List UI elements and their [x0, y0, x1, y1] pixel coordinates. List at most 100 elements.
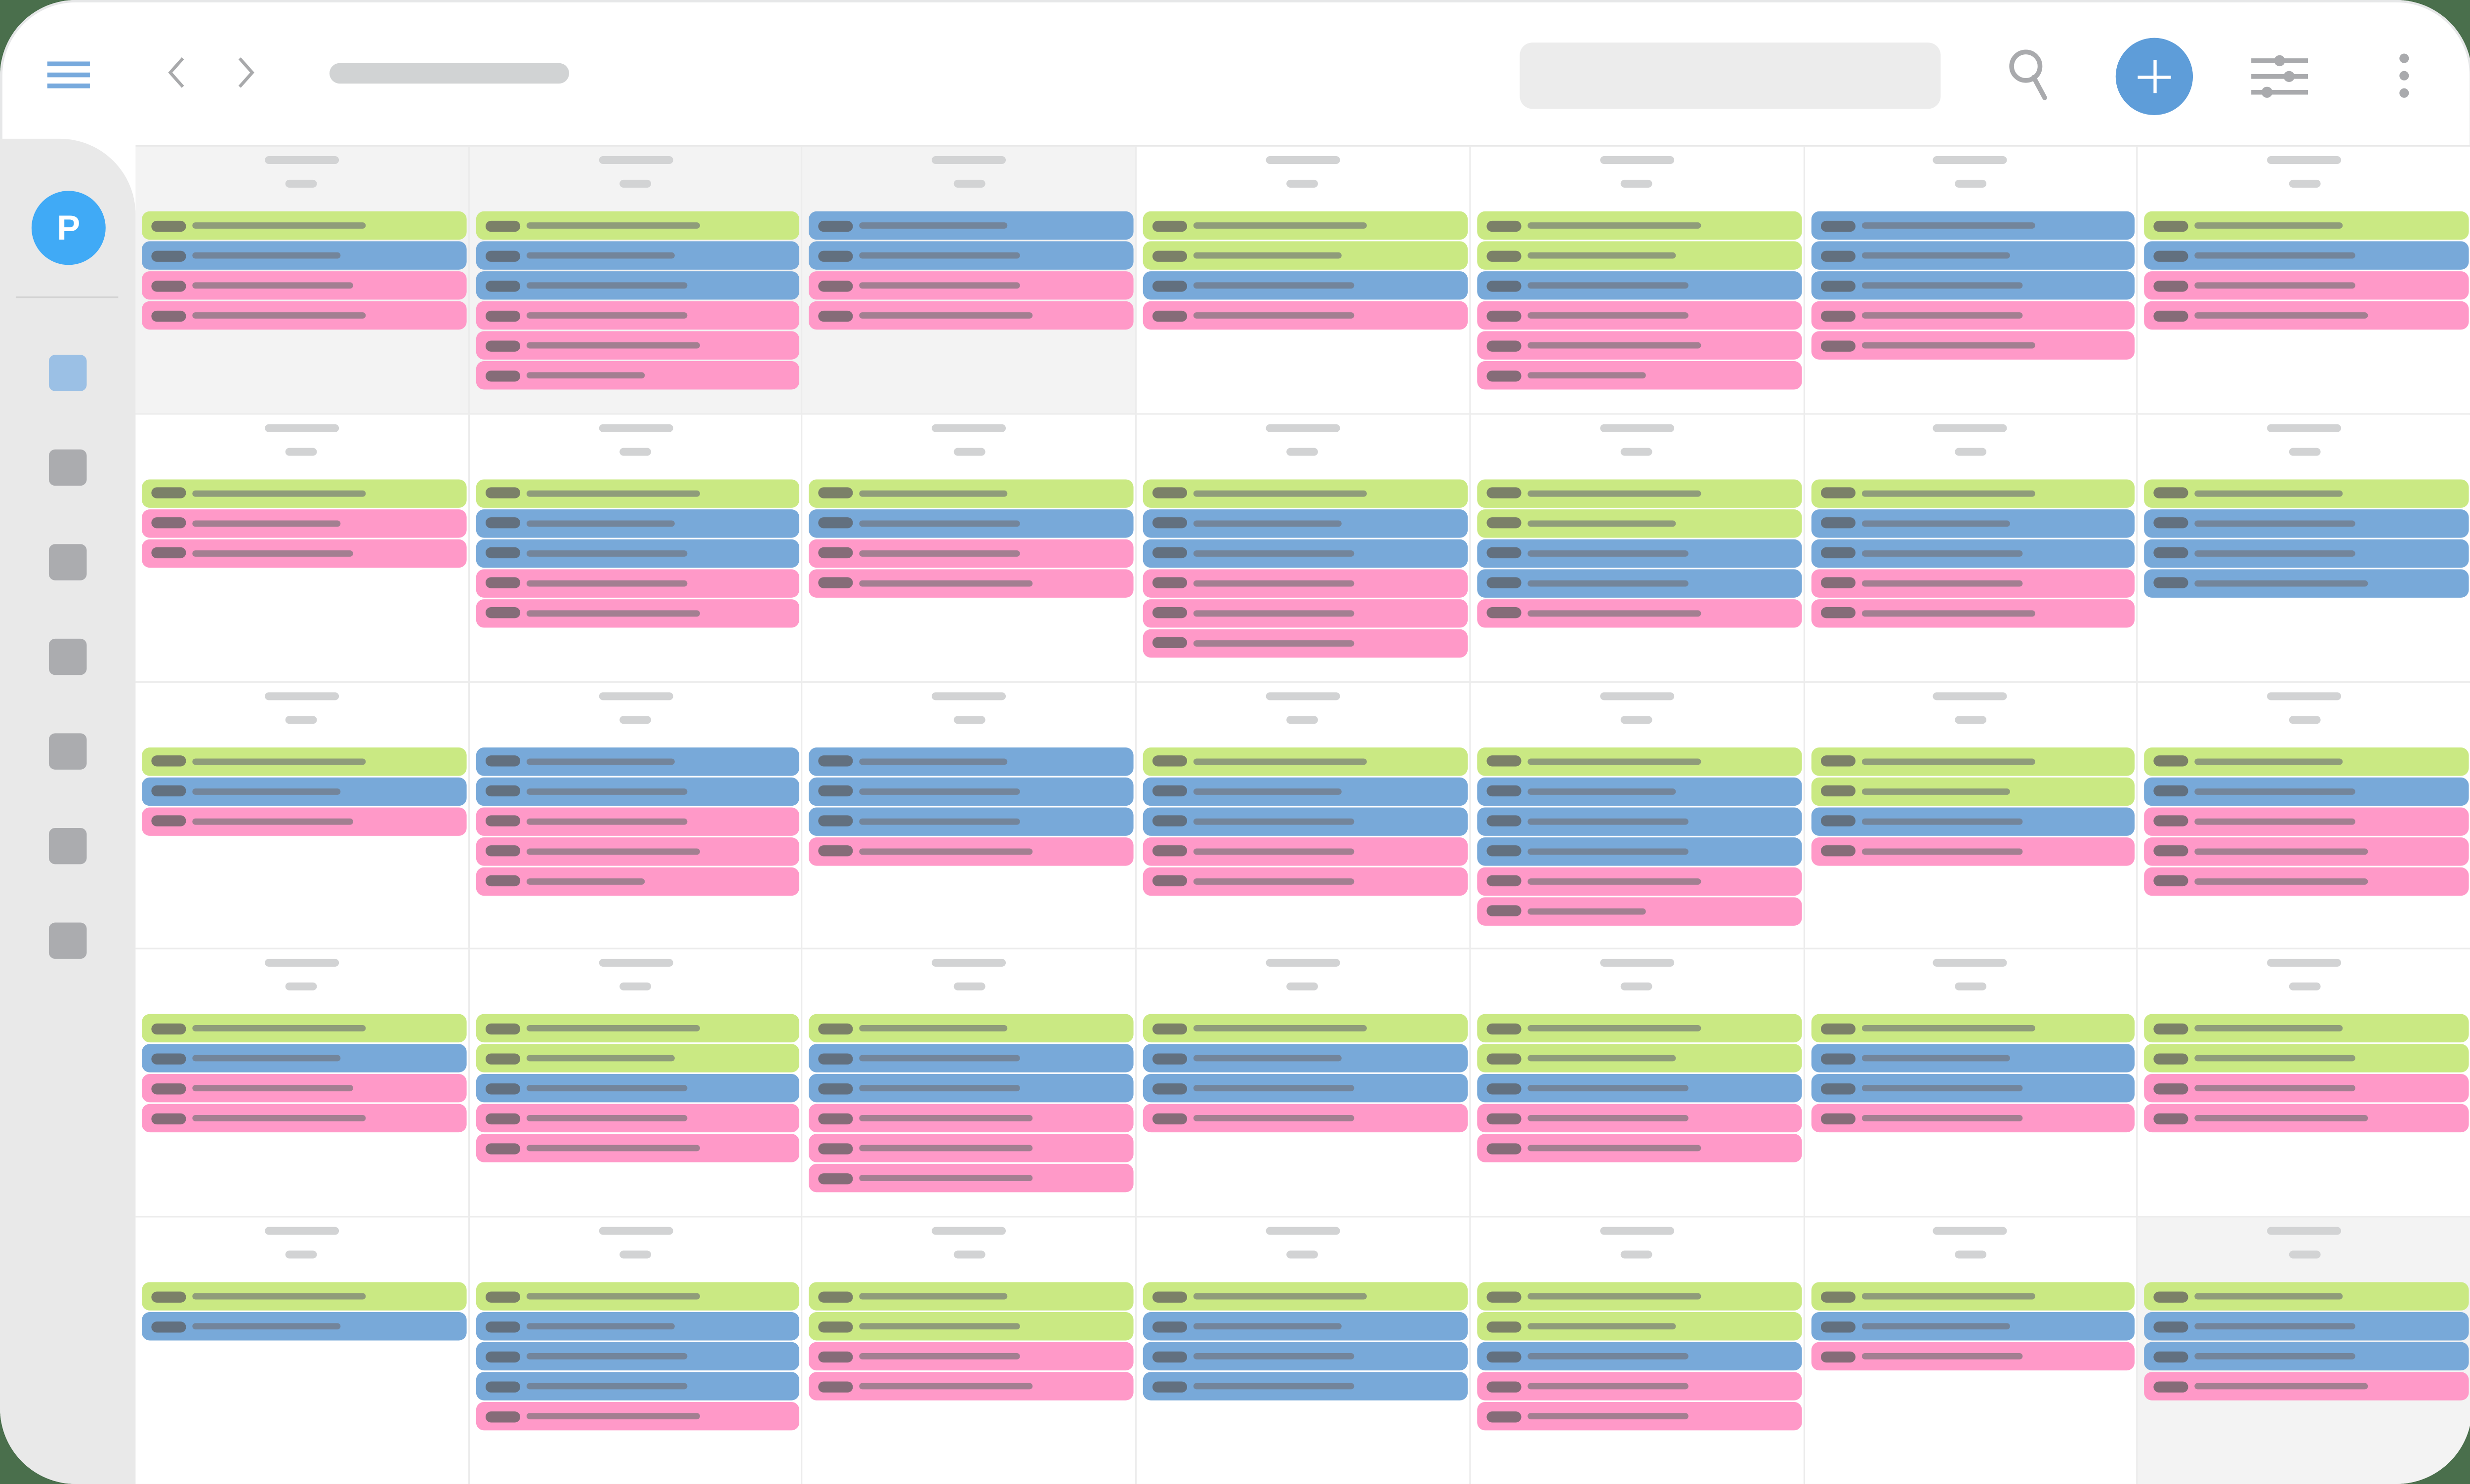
event-item-green[interactable] — [2144, 746, 2469, 776]
event-item-pink[interactable] — [2144, 271, 2469, 300]
event-item-pink[interactable] — [475, 599, 800, 627]
event-item-blue[interactable] — [1143, 1372, 1468, 1401]
event-item-blue[interactable] — [1143, 807, 1468, 835]
day-cell[interactable] — [803, 414, 1137, 682]
event-item-pink[interactable] — [475, 331, 800, 360]
event-item-blue[interactable] — [475, 1074, 800, 1103]
event-item-green[interactable] — [1477, 479, 1802, 508]
event-item-blue[interactable] — [1477, 1342, 1802, 1371]
event-item-blue[interactable] — [1477, 569, 1802, 598]
event-item-pink[interactable] — [1477, 331, 1802, 360]
event-item-pink[interactable] — [142, 539, 466, 568]
event-item-blue[interactable] — [1143, 1342, 1468, 1371]
event-item-green[interactable] — [1477, 1282, 1802, 1311]
event-item-green[interactable] — [2144, 1044, 2469, 1073]
event-item-pink[interactable] — [2144, 301, 2469, 330]
day-cell[interactable] — [1137, 146, 1471, 414]
event-item-blue[interactable] — [1143, 1312, 1468, 1341]
event-item-blue[interactable] — [475, 777, 800, 805]
day-cell[interactable] — [469, 146, 803, 414]
event-item-blue[interactable] — [1477, 539, 1802, 568]
more-options-button[interactable] — [2393, 50, 2415, 101]
event-item-pink[interactable] — [142, 509, 466, 537]
search-input[interactable] — [1520, 42, 1941, 109]
event-item-blue[interactable] — [809, 746, 1134, 776]
event-item-green[interactable] — [809, 1282, 1134, 1311]
day-cell[interactable] — [1470, 414, 1805, 682]
event-item-pink[interactable] — [1477, 1402, 1802, 1431]
event-item-green[interactable] — [1477, 241, 1802, 270]
event-item-pink[interactable] — [1143, 569, 1468, 598]
day-cell[interactable] — [2138, 950, 2470, 1218]
event-item-pink[interactable] — [809, 1372, 1134, 1401]
event-item-green[interactable] — [1811, 777, 2135, 805]
event-item-green[interactable] — [475, 1044, 800, 1073]
event-item-green[interactable] — [1811, 479, 2135, 508]
event-item-blue[interactable] — [1143, 777, 1468, 805]
event-item-pink[interactable] — [1811, 599, 2135, 627]
day-cell[interactable] — [2138, 1218, 2470, 1484]
event-item-pink[interactable] — [1477, 599, 1802, 627]
event-item-pink[interactable] — [1477, 361, 1802, 390]
event-item-pink[interactable] — [809, 301, 1134, 330]
day-cell[interactable] — [1804, 1218, 2139, 1484]
event-item-blue[interactable] — [475, 1312, 800, 1341]
day-cell[interactable] — [1137, 950, 1471, 1218]
day-cell[interactable] — [135, 146, 470, 414]
event-item-pink[interactable] — [1143, 301, 1468, 330]
day-cell[interactable] — [469, 682, 803, 950]
day-cell[interactable] — [1470, 1218, 1805, 1484]
event-item-green[interactable] — [809, 479, 1134, 508]
event-item-pink[interactable] — [475, 866, 800, 895]
event-item-blue[interactable] — [2144, 777, 2469, 805]
event-item-green[interactable] — [1143, 746, 1468, 776]
event-item-blue[interactable] — [1143, 1044, 1468, 1073]
event-item-pink[interactable] — [2144, 836, 2469, 866]
event-item-blue[interactable] — [809, 1044, 1134, 1073]
event-item-green[interactable] — [2144, 479, 2469, 508]
sidebar-item-6[interactable] — [48, 827, 87, 865]
event-item-pink[interactable] — [2144, 1074, 2469, 1103]
event-item-blue[interactable] — [475, 539, 800, 568]
event-item-pink[interactable] — [1811, 331, 2135, 360]
event-item-green[interactable] — [475, 211, 800, 240]
day-cell[interactable] — [135, 682, 470, 950]
event-item-blue[interactable] — [809, 211, 1134, 240]
event-item-blue[interactable] — [1811, 271, 2135, 300]
day-cell[interactable] — [469, 414, 803, 682]
event-item-blue[interactable] — [1811, 1074, 2135, 1103]
avatar[interactable]: P — [31, 191, 106, 265]
event-item-green[interactable] — [475, 479, 800, 508]
event-item-pink[interactable] — [475, 301, 800, 330]
event-item-pink[interactable] — [1143, 836, 1468, 866]
event-item-pink[interactable] — [475, 836, 800, 866]
event-item-green[interactable] — [142, 1282, 466, 1311]
event-item-pink[interactable] — [475, 1402, 800, 1431]
event-item-blue[interactable] — [475, 1342, 800, 1371]
day-cell[interactable] — [2138, 414, 2470, 682]
day-cell[interactable] — [135, 950, 470, 1218]
event-item-pink[interactable] — [142, 271, 466, 300]
event-item-blue[interactable] — [809, 241, 1134, 270]
event-item-green[interactable] — [475, 1282, 800, 1311]
event-item-blue[interactable] — [1811, 807, 2135, 835]
event-item-green[interactable] — [2144, 1014, 2469, 1043]
event-item-blue[interactable] — [1143, 271, 1468, 300]
event-item-blue[interactable] — [1477, 777, 1802, 805]
event-item-green[interactable] — [809, 1312, 1134, 1341]
event-item-pink[interactable] — [1811, 301, 2135, 330]
event-item-blue[interactable] — [475, 509, 800, 537]
event-item-blue[interactable] — [2144, 1342, 2469, 1371]
day-cell[interactable] — [469, 950, 803, 1218]
event-item-green[interactable] — [2144, 1282, 2469, 1311]
event-item-pink[interactable] — [2144, 1372, 2469, 1401]
day-cell[interactable] — [1804, 682, 2139, 950]
event-item-pink[interactable] — [1477, 866, 1802, 895]
event-item-blue[interactable] — [2144, 241, 2469, 270]
event-item-pink[interactable] — [1143, 629, 1468, 658]
event-item-pink[interactable] — [809, 569, 1134, 598]
event-item-blue[interactable] — [809, 807, 1134, 835]
sidebar-item-1[interactable] — [48, 355, 87, 391]
event-item-pink[interactable] — [809, 1342, 1134, 1371]
day-cell[interactable] — [135, 1218, 470, 1484]
